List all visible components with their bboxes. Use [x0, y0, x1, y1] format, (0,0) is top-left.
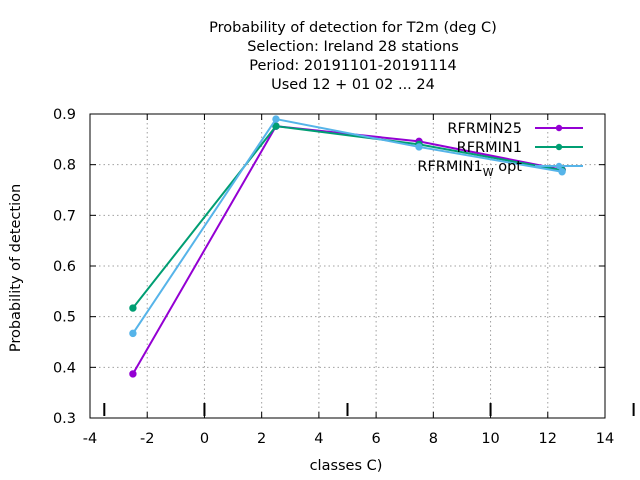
y-tick-label: 0.3: [53, 411, 76, 427]
title-line: Probability of detection for T2m (deg C): [209, 20, 497, 36]
x-tick-label: 4: [314, 431, 323, 447]
x-tick-label: 6: [371, 431, 380, 447]
title-line: Period: 20191101-20191114: [249, 58, 457, 74]
chart-title: Probability of detection for T2m (deg C)…: [209, 20, 497, 93]
x-tick-label: -4: [83, 431, 97, 447]
legend-item: RFRMIN25: [447, 121, 583, 137]
legend-marker: [555, 162, 563, 170]
legend-item: RFRMIN1W opt: [417, 159, 583, 179]
x-tick-label: 12: [539, 431, 557, 447]
y-tick-label: 0.8: [53, 158, 76, 174]
x-tick-label: 0: [200, 431, 209, 447]
x-tick-label: 8: [429, 431, 438, 447]
y-tick-label: 0.7: [53, 208, 76, 224]
title-line: Selection: Ireland 28 stations: [247, 39, 459, 55]
x-tick-label: 2: [257, 431, 266, 447]
series-line: [132, 117, 563, 334]
grid: [90, 114, 605, 418]
series-line: [132, 125, 563, 309]
data-point: [129, 304, 137, 312]
y-tick-label: 0.6: [53, 259, 76, 275]
title-line: Used 12 + 01 02 ... 24: [271, 77, 435, 93]
axis-ticks: -4 -2 0 2 4 6 8 10 12 14 0.3 0.4 0.5 0.6 0.7 0.8 0.9: [53, 107, 614, 447]
legend-label: RFRMIN1: [457, 140, 522, 156]
series: [129, 115, 566, 378]
x-tick-label: 14: [596, 431, 614, 447]
series-2: [129, 115, 566, 338]
data-point: [129, 370, 137, 378]
y-tick-label: 0.5: [53, 310, 76, 326]
extra-x-marks: [103, 403, 635, 416]
x-tick-label: -2: [140, 431, 154, 447]
legend-label: RFRMIN25: [447, 121, 522, 137]
legend-label: RFRMIN1W opt: [417, 159, 522, 179]
legend-item: RFRMIN1: [457, 140, 583, 156]
data-point: [129, 329, 137, 338]
data-point: [272, 115, 280, 123]
data-point: [272, 122, 280, 130]
legend-marker: [555, 124, 563, 132]
data-point: [558, 168, 566, 176]
y-tick-label: 0.4: [53, 360, 76, 376]
x-tick-label: 10: [481, 431, 499, 447]
x-axis-label: classes C): [310, 458, 383, 474]
y-tick-label: 0.9: [53, 107, 76, 123]
legend-marker: [555, 143, 563, 151]
y-axis-label: Probability of detection: [8, 184, 24, 352]
data-point: [415, 143, 423, 151]
legend: RFRMIN25 RFRMIN1 RFRMIN1W opt: [417, 121, 583, 179]
